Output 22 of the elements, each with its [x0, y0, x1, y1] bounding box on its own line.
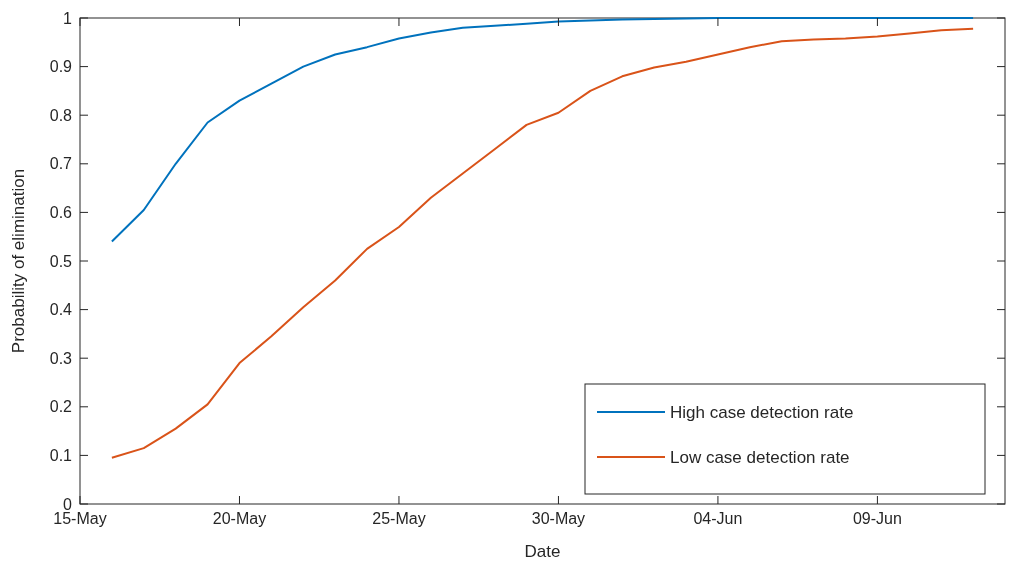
line-series	[110, 17, 975, 243]
x-tick-label: 15-May	[53, 510, 107, 527]
x-tick-label: 20-May	[212, 510, 267, 527]
y-tick-label: 0.6	[49, 204, 73, 221]
y-tick-label: 0.2	[49, 398, 73, 416]
y-tick-label: 0.8	[49, 106, 73, 124]
y-tick-label: 1	[63, 9, 73, 27]
y-tick-label: 0.5	[49, 252, 73, 270]
x-tick-label: 09-Jun	[852, 510, 902, 527]
legend-label: High case detection rate	[670, 402, 854, 422]
x-axis-title: Date	[524, 542, 561, 561]
y-axis-title: Probability of elimination	[9, 168, 28, 354]
y-tick-label: 0.4	[49, 301, 73, 319]
x-tick-label: 25-May	[372, 510, 426, 527]
x-tick-label: 04-Jun	[693, 510, 743, 527]
legend-label: Low case detection rate	[670, 447, 850, 467]
y-tick-label: 0.1	[49, 447, 73, 464]
y-tick-label: 0.9	[49, 58, 73, 76]
x-tick-label: 30-May	[531, 510, 586, 527]
y-tick-label: 0	[63, 495, 73, 513]
y-tick-label: 0.7	[49, 155, 73, 173]
y-tick-label: 0.3	[49, 349, 73, 367]
